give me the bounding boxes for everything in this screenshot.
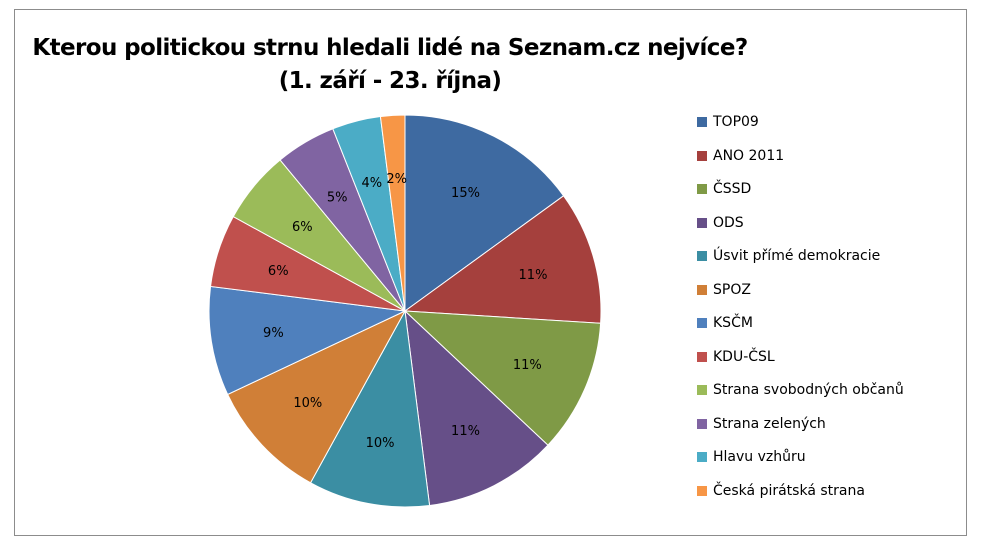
- chart-title-line-2: (1. září - 23. října): [278, 68, 502, 94]
- pie-slice-kscm: [208, 285, 407, 396]
- legend-item-strana-svobodnych-obcanu: Strana svobodných občanů: [697, 380, 904, 400]
- legend-label: KDU-ČSL: [713, 348, 775, 365]
- legend-label: Hlavu vzhůru: [713, 449, 806, 465]
- slice-label-kscm: 9%: [263, 326, 284, 341]
- legend-item-strana-zelenych: Strana zelených: [697, 414, 826, 434]
- legend-item-top09: TOP09: [697, 112, 759, 132]
- pie-slice-cssd: [403, 310, 602, 446]
- legend-swatch: [697, 184, 707, 194]
- legend-swatch: [697, 385, 707, 395]
- legend-item-usvit-prime-demokracie: Úsvit přímé demokracie: [697, 246, 880, 266]
- pie-slice-ods: [404, 309, 549, 507]
- legend-item-spoz: SPOZ: [697, 280, 751, 300]
- legend-item-cssd: ČSSD: [697, 179, 751, 199]
- legend-swatch: [697, 351, 707, 362]
- legend-item-kscm: KSČM: [697, 313, 753, 333]
- legend-label: Úsvit přímé demokracie: [713, 248, 881, 264]
- legend-label: ČSSD: [713, 181, 752, 197]
- slice-label-ano-2011: 11%: [519, 268, 548, 283]
- pie-slice-top09: [404, 114, 565, 312]
- legend-label: KSČM: [713, 315, 753, 331]
- slice-label-strana-zelenych: 5%: [327, 190, 348, 205]
- legend-item-kdu-csl: KDU-ČSL: [697, 347, 775, 367]
- legend-swatch: [697, 251, 707, 261]
- slice-label-kdu-csl: 6%: [268, 264, 289, 279]
- legend-swatch: [697, 117, 707, 127]
- slice-label-ods: 11%: [451, 424, 480, 439]
- pie-slice-ceska-piratska-strana: [379, 114, 406, 312]
- legend-item-ceska-piratska-strana: Česká pirátská strana: [697, 481, 865, 501]
- legend-swatch: [697, 452, 707, 462]
- legend-swatch: [697, 150, 707, 161]
- legend-swatch: [697, 318, 707, 328]
- legend-swatch: [697, 284, 707, 295]
- legend-item-ods: ODS: [697, 213, 744, 233]
- slice-label-strana-svobodnych-obcanu: 6%: [292, 220, 313, 235]
- slice-label-usvit-prime-demokracie: 10%: [366, 436, 395, 451]
- pie-slice-spoz: [226, 309, 407, 484]
- legend-item-hlavu-vzhuru: Hlavu vzhůru: [697, 447, 806, 467]
- legend-label: Strana zelených: [713, 415, 826, 432]
- legend-label: Česká pirátská strana: [713, 482, 865, 499]
- legend-label: SPOZ: [713, 281, 751, 298]
- pie-slice-ano-2011: [403, 195, 602, 324]
- slice-label-cssd: 11%: [513, 358, 542, 373]
- legend-label: ANO 2011: [713, 147, 785, 164]
- slice-label-top09: 15%: [451, 186, 480, 201]
- legend-item-ano-2011: ANO 2011: [697, 146, 784, 166]
- legend-label: ODS: [713, 214, 744, 231]
- legend-swatch: [697, 485, 707, 496]
- slice-label-spoz: 10%: [293, 396, 322, 411]
- chart-title: Kterou politickou strnu hledali lidé na …: [30, 32, 750, 98]
- legend-swatch: [697, 418, 707, 429]
- pie-slice-usvit-prime-demokracie: [309, 309, 431, 508]
- slice-label-ceska-piratska-strana: 2%: [386, 172, 407, 187]
- legend-swatch: [697, 217, 707, 228]
- chart-title-line-1: Kterou politickou strnu hledali lidé na …: [32, 35, 748, 61]
- slice-label-hlavu-vzhuru: 4%: [362, 176, 383, 191]
- legend-label: TOP09: [713, 114, 759, 130]
- legend-label: Strana svobodných občanů: [713, 382, 904, 398]
